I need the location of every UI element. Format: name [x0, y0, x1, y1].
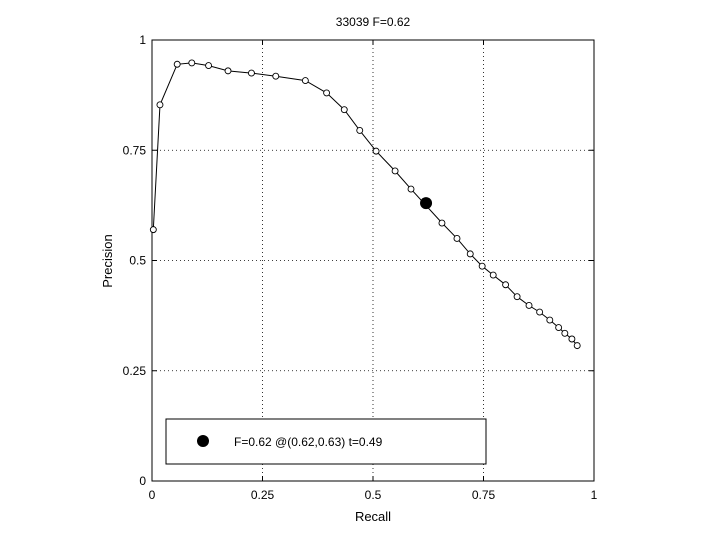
data-point [546, 316, 554, 324]
data-point [340, 106, 348, 114]
y-tick-label: 0.5 [129, 254, 146, 268]
y-tick-label: 0 [139, 474, 146, 488]
data-point [173, 60, 181, 68]
data-point [466, 250, 474, 258]
chart-title: 33039 F=0.62 [336, 15, 411, 29]
data-point [453, 234, 461, 242]
data-point [555, 324, 563, 331]
data-point [247, 69, 255, 77]
highlight-point [420, 197, 433, 210]
data-point [372, 147, 380, 155]
x-tick-label: 0.5 [365, 488, 382, 502]
legend-text: F=0.62 @(0.62,0.63) t=0.49 [234, 435, 383, 449]
x-tick-label: 0 [149, 488, 156, 502]
y-tick-label: 0.75 [123, 143, 147, 157]
x-tick-label: 0.75 [472, 488, 496, 502]
axis-ticks: 0 0.25 0.5 0.75 1 0 0.25 0.5 0.75 1 [123, 33, 598, 502]
data-point [513, 293, 521, 301]
data-point [391, 167, 399, 175]
data-point [568, 335, 576, 343]
legend-marker [197, 435, 209, 447]
x-axis-label: Recall [355, 509, 391, 524]
y-axis-label: Precision [100, 234, 115, 287]
data-point [407, 185, 415, 193]
data-point [156, 101, 164, 109]
data-point [536, 308, 544, 316]
data-point [356, 126, 364, 134]
data-point [561, 329, 569, 337]
data-point [205, 62, 213, 70]
data-point [489, 271, 497, 279]
y-tick-label: 1 [139, 33, 146, 47]
data-point [224, 67, 232, 75]
data-point [573, 342, 581, 350]
data-point [478, 262, 486, 270]
series-precision-recall [149, 59, 581, 350]
data-point [149, 226, 157, 234]
data-point [438, 219, 446, 227]
highlight-point-group [420, 197, 433, 210]
data-point [323, 89, 331, 97]
legend-box [165, 418, 487, 465]
y-tick-label: 0.25 [123, 364, 147, 378]
x-tick-label: 0.25 [251, 488, 275, 502]
data-point [525, 302, 533, 309]
data-point [301, 77, 309, 85]
data-point [188, 59, 196, 67]
legend: F=0.62 @(0.62,0.63) t=0.49 [165, 418, 487, 465]
data-point [502, 281, 510, 289]
data-point [272, 72, 280, 80]
x-tick-label: 1 [591, 488, 598, 502]
